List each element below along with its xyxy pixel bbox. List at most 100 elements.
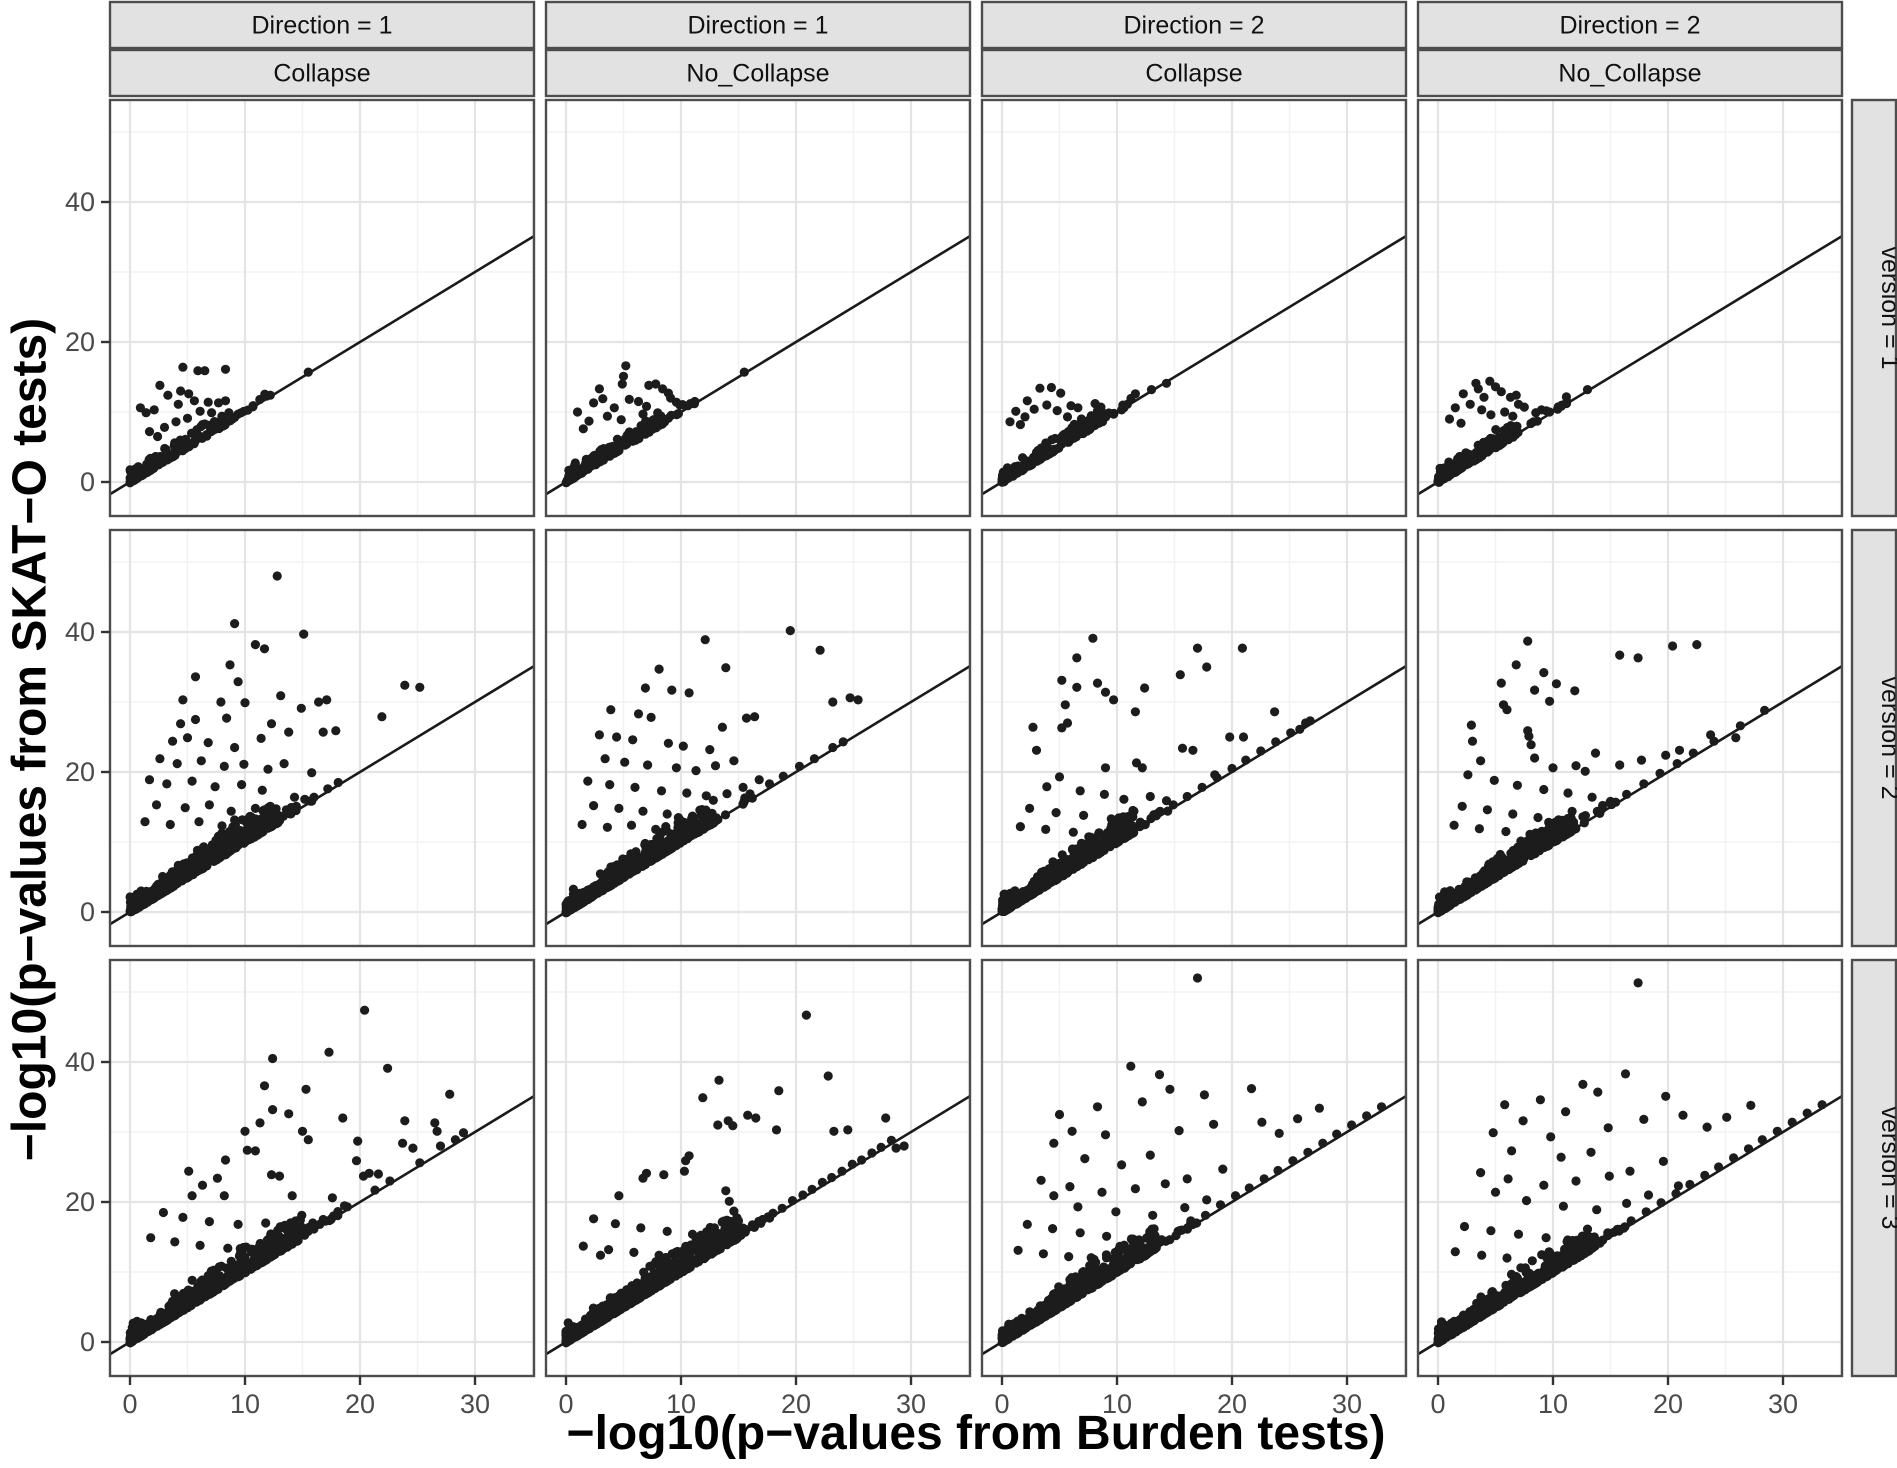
facet-strip-label: No_Collapse	[686, 60, 829, 88]
facet-col-strip-collapse: Collapse	[108, 48, 536, 98]
panel-plot-area	[1418, 636, 1842, 926]
facet-row-strip-version: version = 2	[1850, 528, 1897, 948]
x-tick-label: 10	[230, 1389, 260, 1419]
facet-strip-label: version = 3	[1876, 1107, 1897, 1230]
x-tick-label: 0	[994, 1389, 1009, 1419]
facet-strip-label: Collapse	[1145, 60, 1242, 88]
x-tick-label: 0	[558, 1389, 573, 1419]
x-tick-label: 10	[666, 1389, 696, 1419]
y-tick-label: 0	[80, 897, 95, 927]
panel-border	[1416, 98, 1844, 518]
x-axis-title: −log10(p−values from Burden tests)	[566, 1407, 1386, 1460]
x-tick-label: 30	[1332, 1389, 1362, 1419]
panel-plot-area	[1418, 234, 1842, 496]
panel-border	[1416, 528, 1844, 948]
facet-strip-label: Direction = 1	[687, 12, 828, 40]
panel-r1-c4	[1416, 98, 1844, 518]
facet-strip-label: version = 2	[1876, 677, 1897, 800]
facet-col-strip-collapse: No_Collapse	[1416, 48, 1844, 98]
panel-r1-c1	[108, 98, 536, 518]
panel-plot-area	[546, 234, 970, 496]
panel-r3-c4	[1416, 958, 1844, 1378]
scatter-points	[561, 1010, 909, 1348]
y-tick-label: 20	[65, 327, 95, 357]
panel-grid	[1418, 530, 1842, 946]
panel-r3-c3	[980, 958, 1408, 1378]
scatter-points	[1433, 376, 1593, 487]
x-tick-label: 20	[1653, 1389, 1683, 1419]
panel-border	[108, 528, 536, 948]
y-tick-label: 0	[80, 467, 95, 497]
axis-ticks-and-labels: 0 20 40 0 20 40 0 20 40 0 10 20 30 0 10 20 30 0 10 20 30 0 10 2…	[65, 187, 1798, 1419]
facet-col-strip-direction: Direction = 2	[980, 0, 1408, 50]
scatter-points	[561, 361, 749, 488]
panel-r3-c1	[108, 958, 536, 1378]
x-tick-label: 30	[896, 1389, 926, 1419]
panel-plot-area	[546, 1010, 970, 1356]
panel-r1-c2	[544, 98, 972, 518]
scatter-points	[997, 378, 1172, 487]
panel-plot-area	[982, 973, 1406, 1356]
panel-plot-area	[110, 234, 534, 496]
x-tick-label: 20	[1217, 1389, 1247, 1419]
panel-border	[980, 528, 1408, 948]
panel-border	[544, 528, 972, 948]
x-tick-label: 10	[1102, 1389, 1132, 1419]
facet-col-strip-collapse: Collapse	[980, 48, 1408, 98]
facet-row-strip-version: version = 1	[1850, 98, 1897, 518]
scatter-points	[1433, 978, 1827, 1348]
facet-strip-label: Direction = 1	[251, 12, 392, 40]
facet-strip-label: Direction = 2	[1559, 12, 1700, 40]
panel-r1-c3	[980, 98, 1408, 518]
panel-border	[108, 958, 536, 1378]
panel-plot-area	[982, 234, 1406, 496]
facet-col-strip-direction: Direction = 2	[1416, 0, 1844, 50]
panel-r3-c2	[544, 958, 972, 1378]
panel-border	[544, 98, 972, 518]
scatter-points	[125, 1005, 469, 1348]
panel-plot-area	[546, 626, 970, 926]
panel-border	[1416, 958, 1844, 1378]
panel-plot-area	[110, 571, 534, 926]
scatter-points	[125, 571, 425, 917]
facet-col-strip-collapse: No_Collapse	[544, 48, 972, 98]
x-tick-label: 30	[460, 1389, 490, 1419]
panel-border	[108, 98, 536, 518]
y-tick-label: 20	[65, 757, 95, 787]
facet-strip-label: version = 1	[1876, 247, 1897, 370]
y-tick-label: 40	[65, 187, 95, 217]
y-tick-label: 40	[65, 1047, 95, 1077]
y-tick-label: 20	[65, 1187, 95, 1217]
y-tick-label: 40	[65, 617, 95, 647]
panel-plot-area	[1418, 978, 1842, 1356]
panel-r2-c1	[108, 528, 536, 948]
facet-col-strip-direction: Direction = 1	[108, 0, 536, 50]
scatter-points	[125, 362, 313, 488]
panel-r2-c4	[1416, 528, 1844, 948]
facet-col-strip-direction: Direction = 1	[544, 0, 972, 50]
panel-grid	[546, 100, 970, 516]
panel-grid	[982, 530, 1406, 946]
facet-strip-label: Direction = 2	[1123, 12, 1264, 40]
x-tick-label: 30	[1768, 1389, 1798, 1419]
facet-strip-label: Collapse	[273, 60, 370, 88]
panel-border	[544, 958, 972, 1378]
scatter-points	[561, 626, 863, 918]
panel-border	[980, 958, 1408, 1378]
facet-strip-label: No_Collapse	[1558, 60, 1701, 88]
panel-border	[980, 98, 1408, 518]
panel-plot-area	[982, 633, 1406, 926]
x-tick-label: 10	[1538, 1389, 1568, 1419]
scatter-points	[1433, 636, 1770, 918]
x-tick-label: 20	[345, 1389, 375, 1419]
x-tick-label: 0	[1430, 1389, 1445, 1419]
panel-r2-c2	[544, 528, 972, 948]
y-axis-title: −log10(p−values from SKAT−O tests)	[3, 317, 57, 1162]
facet-row-strip-version: version = 3	[1850, 958, 1897, 1378]
x-tick-label: 20	[781, 1389, 811, 1419]
panel-grid	[110, 960, 534, 1376]
panel-r2-c3	[980, 528, 1408, 948]
scatter-points	[997, 973, 1387, 1348]
